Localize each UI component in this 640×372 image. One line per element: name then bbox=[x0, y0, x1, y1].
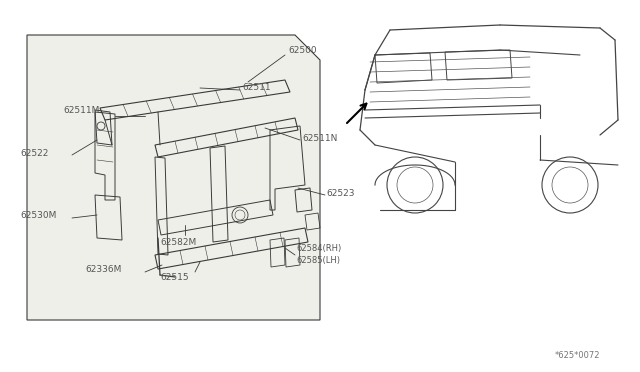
Polygon shape bbox=[27, 35, 320, 320]
Text: 62500: 62500 bbox=[288, 45, 317, 55]
Text: 62522: 62522 bbox=[20, 148, 49, 157]
Text: 62515: 62515 bbox=[160, 273, 189, 282]
Text: 62584(RH): 62584(RH) bbox=[296, 244, 341, 253]
Text: 62530M: 62530M bbox=[20, 211, 56, 219]
Text: 62511: 62511 bbox=[242, 83, 271, 92]
Text: 62336M: 62336M bbox=[85, 266, 122, 275]
Text: 62511N: 62511N bbox=[302, 134, 337, 142]
Text: 62585(LH): 62585(LH) bbox=[296, 256, 340, 264]
Text: 62523: 62523 bbox=[326, 189, 355, 198]
Text: 62582M: 62582M bbox=[160, 237, 196, 247]
Text: 62511M: 62511M bbox=[63, 106, 100, 115]
Text: *625*0072: *625*0072 bbox=[555, 350, 600, 359]
